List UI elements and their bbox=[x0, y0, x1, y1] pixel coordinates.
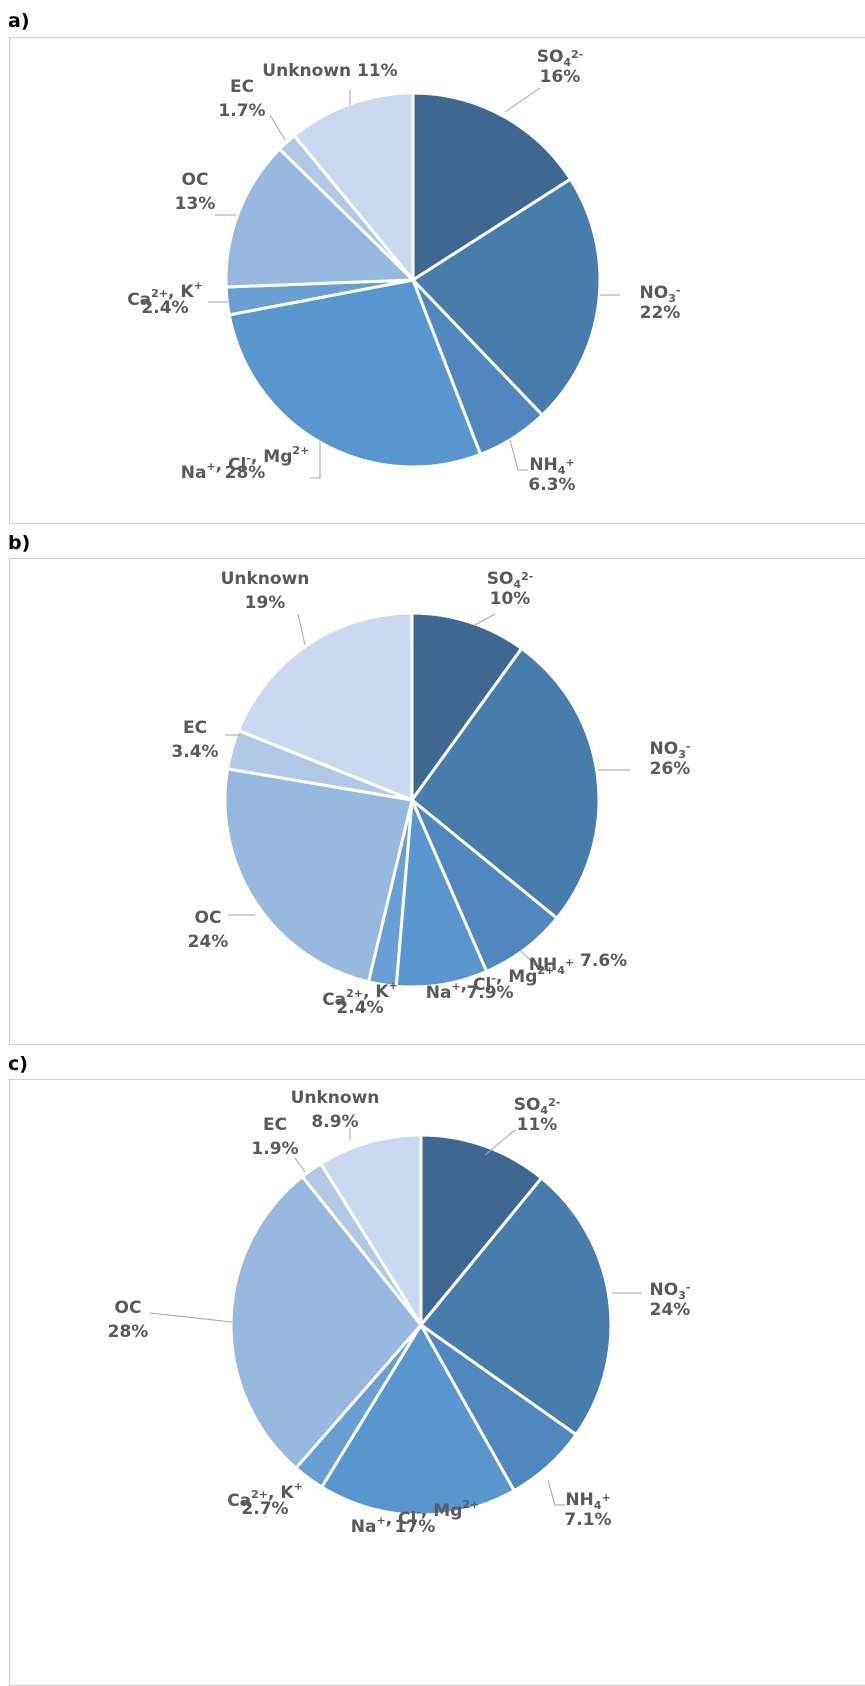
slice-value-no3: 22% bbox=[640, 303, 681, 323]
slice-label-ca: Ca2+, K+ 2.4% bbox=[322, 979, 398, 1018]
pie-slice-so4 bbox=[419, 1133, 544, 1330]
slice-value-ca: 2.7% bbox=[241, 1499, 288, 1519]
slice-label-ca: Ca2+, K+ 2.7% bbox=[227, 1480, 303, 1519]
panel-label-c: c) bbox=[8, 1053, 28, 1075]
slice-label-unknown: Unknown 11% bbox=[262, 61, 397, 81]
leader-line-nh4 bbox=[547, 1479, 565, 1506]
slice-value-ca: 2.4% bbox=[336, 998, 383, 1018]
slice-value-so4: 10% bbox=[490, 589, 531, 609]
leader-line-oc bbox=[149, 1312, 233, 1323]
slice-label-ec: EC 1.9% bbox=[251, 1115, 298, 1159]
pie-slice-unknown bbox=[236, 611, 414, 803]
pie-chart-a: SO42-16% NO3-22% NH4+ 6.3% Na+, Cl-, Mg2+ 28%… bbox=[127, 47, 680, 495]
slice-value-nh4: 7.6% bbox=[574, 951, 627, 971]
slice-label-na: Na+, Cl-, Mg2+ 28% bbox=[181, 444, 310, 483]
pie-slice-na bbox=[319, 1322, 517, 1517]
slice-label-no3: NO3-24% bbox=[650, 1280, 691, 1320]
slice-label-nh4: NH4+ 7.6% bbox=[529, 951, 627, 977]
slice-label-ec: EC 1.7% bbox=[218, 77, 265, 121]
slice-value-unknown: 19% bbox=[245, 593, 286, 613]
leader-line-nh4 bbox=[519, 949, 550, 971]
slice-value-no3: 24% bbox=[650, 1300, 691, 1320]
slice-label-nh4: NH4+ 6.3% bbox=[528, 455, 575, 495]
slice-label-na: Na+, Cl-, Mg2+ 17% bbox=[351, 1498, 480, 1537]
pie-slice-no3 bbox=[409, 646, 601, 921]
pie-slice-na bbox=[394, 799, 489, 989]
slice-value-ec: 1.7% bbox=[218, 101, 265, 121]
slice-label-so4: SO42-11% bbox=[514, 1095, 561, 1135]
slice-label-na: Na+, Cl-, Mg2+ 7.9% bbox=[426, 964, 555, 1003]
slice-value-so4: 11% bbox=[517, 1115, 558, 1135]
slice-value-na: 17% bbox=[395, 1517, 436, 1537]
pie-slice-so4 bbox=[410, 611, 524, 805]
panel-label-b: b) bbox=[8, 532, 31, 554]
slice-value-oc: 13% bbox=[175, 194, 216, 214]
leader-line-so4 bbox=[504, 87, 541, 113]
slice-value-oc: 24% bbox=[188, 932, 229, 952]
slice-label-unknown: Unknown 8.9% bbox=[291, 1088, 380, 1132]
slice-label-no3: NO3-22% bbox=[640, 283, 681, 323]
slice-label-oc: OC 13% bbox=[175, 170, 216, 214]
slice-label-oc: OC 24% bbox=[188, 908, 229, 952]
leader-line-na bbox=[310, 440, 321, 479]
slice-value-ec: 1.9% bbox=[251, 1139, 298, 1159]
slice-label-no3: NO3-26% bbox=[650, 739, 691, 779]
slice-label-so4: SO42-16% bbox=[537, 47, 584, 87]
slice-value-na: 28% bbox=[225, 463, 266, 483]
slice-value-oc: 28% bbox=[108, 1322, 149, 1342]
slice-value-so4: 16% bbox=[540, 67, 581, 87]
leader-line-ec bbox=[269, 114, 286, 141]
pie-chart-b: SO42-10% NO3-26% NH4+ 7.6%Na+, Cl-, Mg2+ 7.… bbox=[171, 569, 690, 1018]
slice-label-nh4: NH4+ 7.1% bbox=[564, 1490, 611, 1530]
leader-line-ec bbox=[294, 1157, 306, 1173]
pie-slice-unknown bbox=[318, 1133, 423, 1331]
pie-chart-c: SO42-11% NO3-24% NH4+ 7.1% Na+, Cl-, Mg2+ 17%… bbox=[108, 1088, 691, 1537]
slice-label-ca: Ca2+, K+ 2.4% bbox=[127, 279, 203, 318]
slice-label-so4: SO42-10% bbox=[487, 569, 534, 609]
slice-value-na: 7.9% bbox=[466, 983, 513, 1003]
slice-value-no3: 26% bbox=[650, 759, 691, 779]
pie-slice-so4 bbox=[411, 91, 573, 283]
pie-slice-na bbox=[227, 278, 483, 469]
slice-label-ec: EC 3.4% bbox=[171, 718, 218, 762]
leader-line-unknown bbox=[297, 613, 306, 646]
pie-slice-oc bbox=[229, 1174, 423, 1471]
pie-slice-no3 bbox=[418, 1175, 613, 1437]
leader-line-nh4 bbox=[509, 439, 528, 471]
slice-label-oc: OC 28% bbox=[108, 1298, 149, 1342]
slice-value-nh4: 7.1% bbox=[564, 1510, 611, 1530]
slice-value-nh4: 6.3% bbox=[528, 475, 575, 495]
pie-slice-oc bbox=[224, 146, 417, 289]
slice-value-ca: 2.4% bbox=[141, 298, 188, 318]
slice-value-unknown: 8.9% bbox=[311, 1112, 358, 1132]
slice-label-unknown: Unknown 19% bbox=[221, 569, 310, 613]
panel-label-a: a) bbox=[8, 10, 30, 32]
slice-value-unknown: 11% bbox=[351, 61, 398, 81]
slice-value-ec: 3.4% bbox=[171, 742, 218, 762]
leader-line-so4 bbox=[474, 613, 496, 626]
leader-line-so4 bbox=[484, 1129, 516, 1156]
pie-slice-no3 bbox=[410, 177, 602, 418]
pie-slice-oc bbox=[223, 767, 414, 984]
